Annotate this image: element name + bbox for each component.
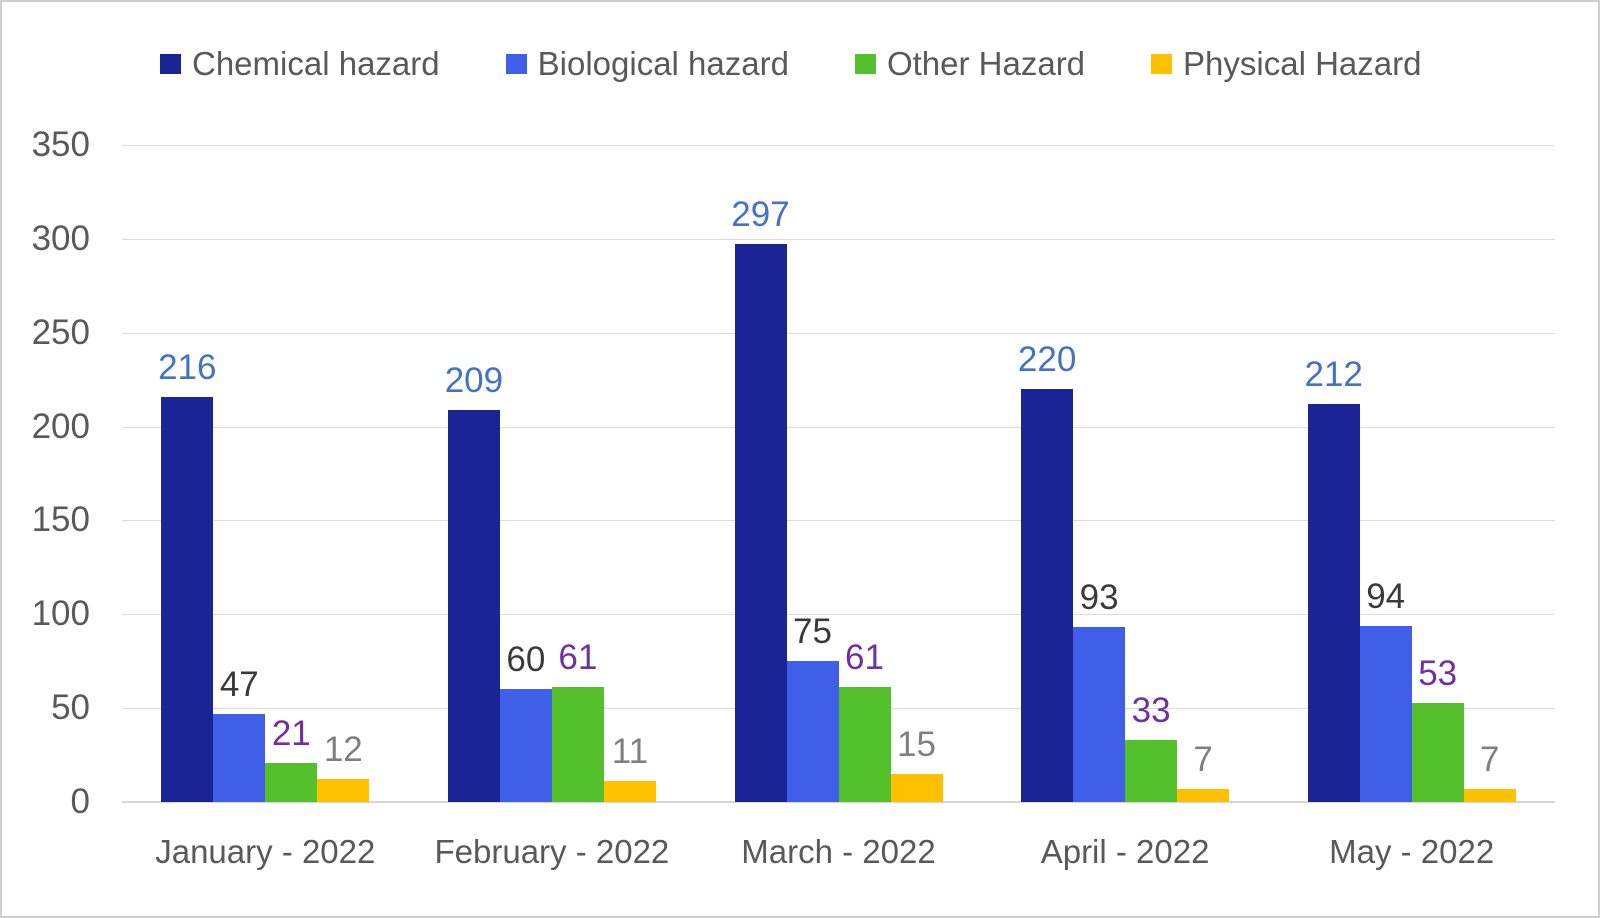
bar-chemical-hazard-january-2022 (161, 396, 214, 802)
bar-biological-hazard-may-2022 (1359, 625, 1412, 802)
legend-swatch-icon (505, 54, 527, 74)
x-axis-label-february-2022: February - 2022 (434, 833, 670, 870)
gridline (122, 238, 1555, 240)
gridline (122, 426, 1555, 428)
y-tick-label: 300 (31, 218, 90, 258)
bar-biological-hazard-february-2022 (499, 689, 552, 802)
bar-chemical-hazard-april-2022 (1021, 389, 1074, 802)
bar-biological-hazard-march-2022 (786, 661, 839, 802)
legend-label: Other Hazard (886, 45, 1086, 82)
bar-other-hazard-january-2022 (265, 762, 318, 802)
legend-label: Biological hazard (537, 45, 789, 82)
value-label-chemical-hazard-april-2022: 220 (1017, 340, 1077, 380)
bar-physical-hazard-january-2022 (317, 779, 370, 802)
value-label-other-hazard-february-2022: 61 (558, 638, 598, 678)
x-axis-label-january-2022: January - 2022 (155, 833, 376, 870)
bar-other-hazard-march-2022 (838, 687, 891, 802)
bar-physical-hazard-february-2022 (603, 781, 656, 802)
x-axis-label-april-2022: April - 2022 (1040, 833, 1210, 870)
x-axis-label-may-2022: May - 2022 (1329, 833, 1495, 870)
value-label-chemical-hazard-march-2022: 297 (731, 195, 790, 235)
gridline (122, 614, 1555, 616)
chart-legend: Chemical hazard Biological hazard Other Ha… (160, 44, 1421, 84)
bar-chemical-hazard-march-2022 (734, 244, 787, 802)
legend-swatch-icon (854, 54, 876, 74)
gridline (122, 145, 1555, 146)
legend-item-biological-hazard: Biological hazard (505, 44, 789, 84)
legend-swatch-icon (160, 54, 181, 74)
y-tick-label: 350 (31, 125, 90, 164)
y-tick-label: 0 (70, 782, 90, 821)
bar-physical-hazard-may-2022 (1463, 788, 1516, 802)
bar-biological-hazard-april-2022 (1073, 627, 1126, 802)
gridline (122, 520, 1555, 522)
x-axis-label-march-2022: March - 2022 (741, 833, 936, 870)
y-tick-label: 150 (31, 500, 90, 540)
y-tick-label: 250 (31, 312, 90, 352)
legend-item-chemical-hazard: Chemical hazard (160, 44, 440, 84)
bar-other-hazard-may-2022 (1411, 702, 1464, 802)
value-label-chemical-hazard-february-2022: 209 (444, 360, 504, 400)
legend-label: Physical Hazard (1183, 45, 1422, 82)
gridline (122, 332, 1555, 334)
legend-swatch-icon (1151, 54, 1173, 74)
y-tick-label: 50 (51, 688, 90, 728)
x-axis-line (122, 801, 1555, 803)
bar-other-hazard-april-2022 (1125, 740, 1178, 802)
bar-chemical-hazard-may-2022 (1307, 404, 1360, 802)
bar-biological-hazard-january-2022 (213, 713, 266, 802)
value-label-chemical-hazard-may-2022: 212 (1304, 355, 1363, 395)
legend-item-other-hazard: Other Hazard (854, 44, 1086, 84)
legend-label: Chemical hazard (192, 45, 440, 82)
value-label-chemical-hazard-january-2022: 216 (158, 347, 217, 387)
y-tick-label: 100 (31, 594, 90, 634)
bar-other-hazard-february-2022 (551, 687, 604, 802)
bar-physical-hazard-march-2022 (890, 773, 943, 802)
bar-chemical-hazard-february-2022 (447, 409, 500, 802)
legend-item-physical-hazard: Physical Hazard (1151, 44, 1421, 84)
y-tick-label: 200 (31, 406, 90, 446)
bar-physical-hazard-april-2022 (1177, 788, 1230, 802)
